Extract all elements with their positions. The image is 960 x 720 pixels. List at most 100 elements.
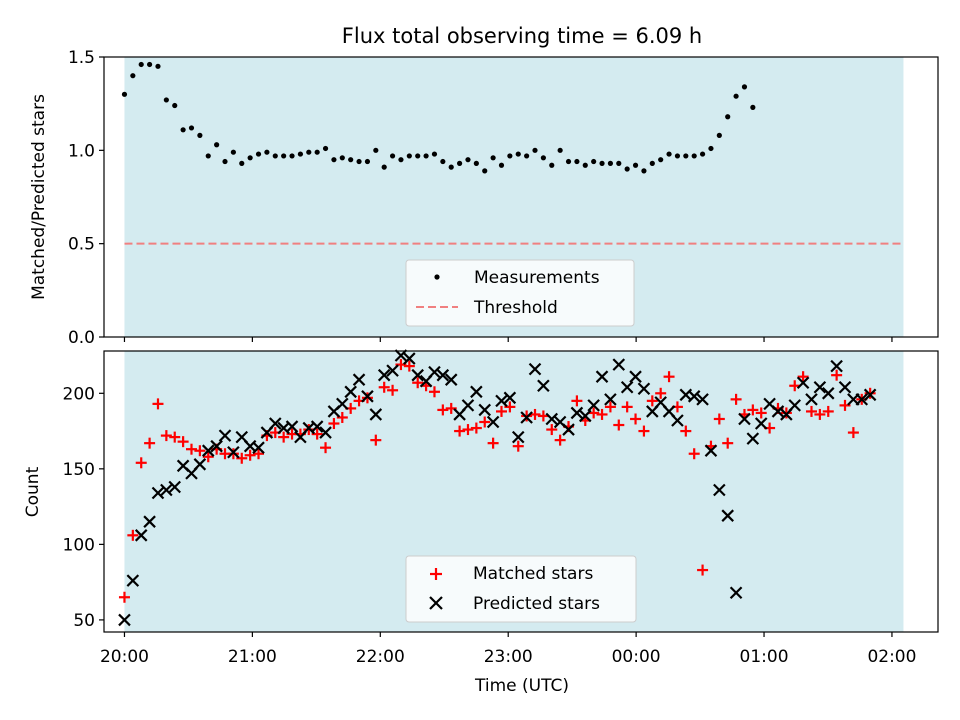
matched-star-point xyxy=(437,404,449,416)
measurement-point xyxy=(515,151,521,157)
predicted-star-point xyxy=(796,376,810,390)
x-tick-label: 01:00 xyxy=(740,647,789,667)
predicted-star-point xyxy=(444,373,458,386)
predicted-star-point xyxy=(704,444,718,457)
matched-star-point xyxy=(495,405,507,417)
predicted-star-point xyxy=(151,486,165,500)
figure-title: Flux total observing time = 6.09 h xyxy=(342,24,702,48)
measurement-point xyxy=(591,158,597,165)
count-y-tick-label: 50 xyxy=(73,611,95,631)
predicted-star-point xyxy=(729,586,743,599)
predicted-star-point xyxy=(126,574,140,587)
measurement-point xyxy=(239,160,245,166)
matched-star-point xyxy=(554,434,566,446)
predicted-star-point xyxy=(629,370,642,383)
measurement-point xyxy=(373,147,379,153)
predicted-star-point xyxy=(252,441,265,454)
matched-star-point xyxy=(118,591,130,603)
measurement-point xyxy=(314,149,320,155)
measurement-point xyxy=(649,160,655,166)
ratio-panel: 0.0 0.5 1.0 1.5 Matched/Predicted stars Mea… xyxy=(29,48,939,348)
matched-star-point xyxy=(588,407,600,419)
predicted-star-point xyxy=(352,373,366,386)
measurement-point xyxy=(364,158,371,165)
measurement-point xyxy=(741,84,748,90)
measurement-point xyxy=(197,132,203,138)
matched-star-point xyxy=(370,434,382,446)
predicted-star-point xyxy=(788,399,802,412)
matched-star-point xyxy=(387,384,399,396)
x-tick-label: 20:00 xyxy=(100,647,149,667)
x-tick-label: 22:00 xyxy=(356,647,405,667)
ratio-x-ticks xyxy=(123,337,893,342)
count-y-axis-label: Count xyxy=(23,466,43,517)
matched-star-point xyxy=(680,425,692,437)
predicted-star-point xyxy=(754,417,768,430)
measurement-point xyxy=(163,97,169,103)
measurement-point xyxy=(431,151,438,157)
measurement-point xyxy=(658,157,664,163)
measurement-point xyxy=(331,157,337,163)
legend-matched-label: Matched stars xyxy=(473,564,593,584)
matched-star-point xyxy=(814,408,826,420)
measurement-point xyxy=(540,155,546,161)
measurement-point xyxy=(716,132,722,138)
measurement-point xyxy=(607,160,614,166)
predicted-star-point xyxy=(595,370,609,383)
measurement-point xyxy=(683,153,689,159)
matched-star-point xyxy=(638,425,650,437)
predicted-star-point xyxy=(863,388,877,402)
measurement-point xyxy=(180,127,186,133)
measurement-point xyxy=(121,91,128,97)
predicted-star-point xyxy=(386,364,399,377)
measurement-point xyxy=(297,151,304,157)
measurement-point xyxy=(440,158,446,165)
matched-star-point xyxy=(428,386,440,398)
x-tick-label: 00:00 xyxy=(612,647,661,667)
predicted-star-point xyxy=(361,390,374,403)
measurement-point xyxy=(389,153,396,159)
matched-star-point xyxy=(847,427,859,439)
measurement-point xyxy=(247,155,253,161)
matched-star-point xyxy=(621,401,633,413)
count-y-tick-label: 150 xyxy=(63,460,95,480)
legend-measurements-label: Measurements xyxy=(474,268,600,288)
predicted-star-point xyxy=(369,408,383,421)
predicted-star-point xyxy=(713,483,726,497)
predicted-star-point xyxy=(310,420,324,433)
predicted-star-point xyxy=(486,415,500,429)
measurement-point xyxy=(750,104,756,110)
matched-star-point xyxy=(663,371,675,383)
legend-measurements-marker xyxy=(434,274,440,280)
measurement-point xyxy=(482,168,488,174)
measurement-point xyxy=(532,147,538,153)
measurement-point xyxy=(725,114,731,120)
matched-star-point xyxy=(755,407,767,419)
x-tick-label: 21:00 xyxy=(228,647,277,667)
count-y-tick-label: 100 xyxy=(63,535,95,555)
measurement-point xyxy=(398,157,404,163)
count-legend: Matched stars Predicted stars xyxy=(405,555,637,623)
measurement-point xyxy=(624,166,630,172)
matched-star-point xyxy=(789,380,801,392)
ratio-legend: Measurements Threshold xyxy=(405,259,635,327)
measurement-point xyxy=(222,158,228,165)
measurement-point xyxy=(214,142,220,148)
matched-star-point xyxy=(722,437,734,449)
matched-star-point xyxy=(822,405,834,417)
matched-star-point xyxy=(320,442,332,454)
matched-star-point xyxy=(144,437,156,449)
matched-star-point xyxy=(479,416,491,428)
predicted-star-point xyxy=(738,412,751,426)
predicted-star-point xyxy=(118,613,131,627)
matched-star-point xyxy=(135,457,147,469)
measurement-point xyxy=(339,155,345,161)
count-y-tick-label: 200 xyxy=(63,384,95,404)
matched-star-point xyxy=(512,440,524,452)
matched-star-point xyxy=(454,425,466,437)
measurement-point xyxy=(582,162,588,168)
predicted-star-point xyxy=(218,429,232,442)
predicted-star-point xyxy=(495,394,508,408)
legend-matched-marker xyxy=(430,568,442,580)
measurement-point xyxy=(641,168,647,174)
